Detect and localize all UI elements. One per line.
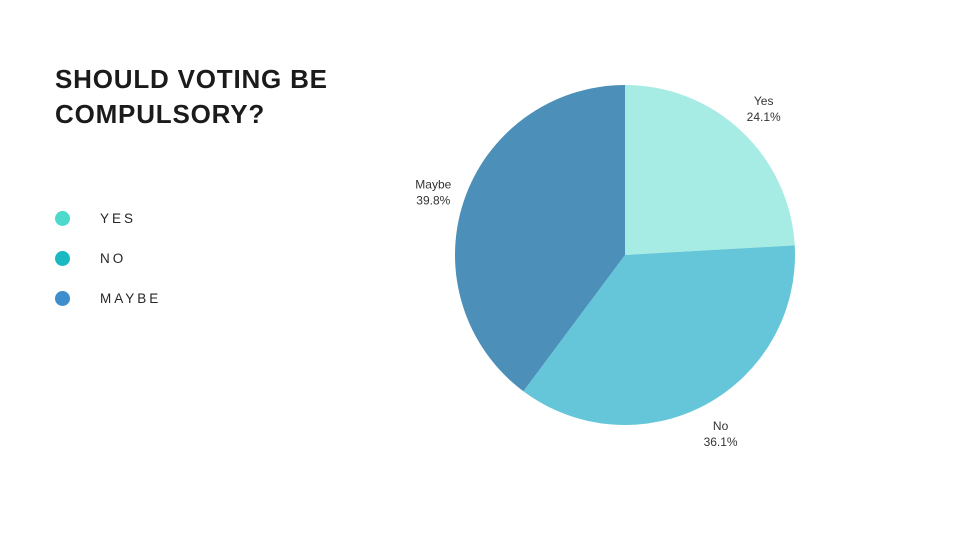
pie-label-yes: Yes	[754, 94, 774, 108]
legend-dot-yes	[55, 210, 70, 226]
pie-slice-no	[523, 245, 796, 426]
pie-label-no: No	[713, 419, 729, 433]
legend-label-yes: YES	[100, 210, 137, 226]
pie-label-no: 36.1%	[704, 435, 738, 449]
page-title: SHOULD VOTING BE COMPULSORY?	[55, 64, 328, 130]
pie-slice-maybe	[454, 84, 625, 392]
legend-item-yes: YES	[55, 210, 161, 226]
legend-dot-no	[55, 250, 70, 266]
legend-label-no: NO	[100, 250, 127, 266]
pie-chart: Yes 24.1% No 36.1% Maybe 39.8%	[415, 84, 796, 449]
legend-item-maybe: MAYBE	[55, 290, 161, 306]
legend: YES NO MAYBE	[55, 210, 161, 306]
pie-label-maybe: Maybe	[415, 177, 451, 191]
pie-label-maybe: 39.8%	[416, 193, 450, 207]
legend-dot-maybe	[55, 290, 70, 306]
pie-slice-yes	[625, 85, 795, 255]
legend-label-maybe: MAYBE	[100, 290, 162, 306]
pie-label-yes: 24.1%	[747, 110, 781, 124]
legend-item-no: NO	[55, 250, 161, 266]
